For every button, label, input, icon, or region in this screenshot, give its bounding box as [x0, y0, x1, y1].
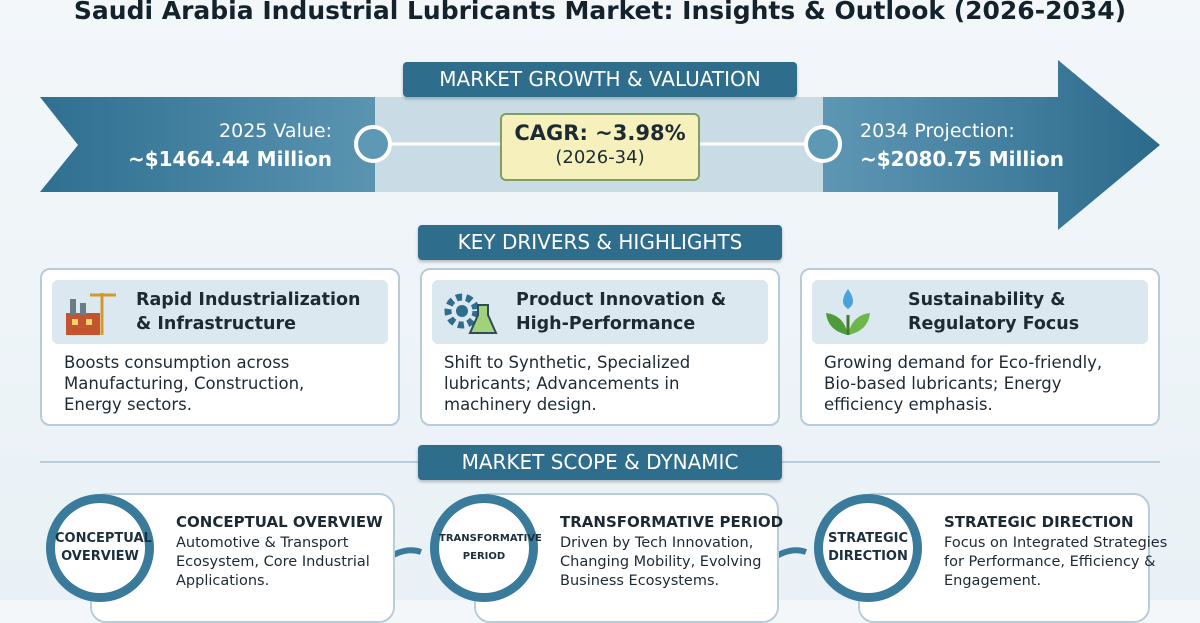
card-icon — [444, 293, 498, 334]
card-body: Growing demand for Eco-friendly, Bio-base… — [824, 352, 1102, 415]
card-text: Energy sectors. — [64, 395, 193, 414]
card-title-block: Product Innovation & High-Performance — [516, 288, 726, 336]
badge-text: CONCEPTUAL — [55, 531, 152, 546]
end-label: 2034 Projection: — [860, 120, 1015, 142]
card-header: Product Innovation & High-Performance — [432, 280, 768, 344]
page-title: Saudi Arabia Industrial Lubricants Marke… — [73, 0, 1127, 25]
arrow-tail — [40, 97, 375, 192]
scope-text-line: Ecosystem, Core Industrial — [176, 554, 370, 570]
badge-text: PERIOD — [462, 551, 506, 562]
badge-text: OVERVIEW — [61, 549, 139, 564]
scope-text: TRANSFORMATIVE PERIOD Driven by Tech Inno… — [560, 513, 783, 591]
card-text: Shift to Synthetic, Specialized — [444, 353, 691, 372]
card-title-block: Rapid Industrialization & Infrastructure — [136, 288, 360, 336]
badge-text: TRANSFORMATIVE — [439, 533, 542, 544]
section-heading: KEY DRIVERS & HIGHLIGHTS — [418, 225, 782, 260]
driver-card: Rapid Industrialization & Infrastructure B… — [40, 268, 400, 426]
scope-text-line: Changing Mobility, Evolving — [560, 554, 762, 570]
card-body: Shift to Synthetic, Specialized lubricant… — [444, 352, 690, 415]
card-title: Sustainability & — [908, 290, 1066, 310]
driver-card: Sustainability & Regulatory Focus Growing … — [800, 268, 1160, 426]
node — [804, 125, 842, 163]
card-text: Growing demand for Eco-friendly, — [824, 353, 1103, 372]
arrow-head — [823, 60, 1160, 230]
scope-text-line: Business Ecosystems. — [560, 573, 720, 589]
start-label: 2025 Value: — [219, 120, 332, 142]
scope-text: CONCEPTUAL OVERVIEW Automotive & Transpor… — [176, 513, 383, 591]
node — [354, 125, 392, 163]
cagr: CAGR: ~3.98% — [514, 121, 686, 145]
cagr-period: (2026-34) — [555, 147, 645, 168]
card-text: Manufacturing, Construction, — [64, 374, 305, 393]
card-text: Bio-based lubricants; Energy — [824, 374, 1062, 393]
scope-text-line: Focus on Integrated Strategies — [944, 535, 1168, 551]
scope-title: CONCEPTUAL OVERVIEW — [176, 513, 383, 531]
cagr-box: CAGR: ~3.98% (2026-34) — [500, 113, 700, 181]
card-icon — [826, 289, 870, 335]
card-title: & Infrastructure — [136, 314, 296, 334]
card-text: machinery design. — [444, 395, 597, 414]
card-header: Sustainability & Regulatory Focus — [812, 280, 1148, 344]
scope-text-line: Engagement. — [944, 573, 1042, 589]
scope-title: TRANSFORMATIVE PERIOD — [560, 513, 784, 531]
scope-text: STRATEGIC DIRECTION Focus on Integrated S… — [944, 513, 1167, 591]
driver-card: Product Innovation & High-Performance Shif… — [420, 268, 780, 426]
card-header: Rapid Industrialization & Infrastructure — [52, 280, 388, 344]
card-title: Regulatory Focus — [908, 314, 1080, 334]
card-title: Product Innovation & — [516, 290, 727, 310]
scope-title: STRATEGIC DIRECTION — [944, 513, 1134, 531]
card-title: High-Performance — [516, 314, 696, 334]
end-block: 2034 Projection: ~$2080.75 Million — [860, 117, 1064, 174]
badge-text: STRATEGIC — [827, 531, 909, 546]
start-value: ~$1464.44 Million — [127, 147, 332, 171]
badge-text: DIRECTION — [828, 549, 908, 564]
scope-text-line: Applications. — [176, 573, 270, 589]
end-value: ~$2080.75 Million — [860, 147, 1065, 171]
card-icon — [66, 293, 116, 335]
scope-text-line: Automotive & Transport — [176, 535, 349, 551]
card-text: Boosts consumption across — [64, 353, 290, 372]
card-body: Boosts consumption across Manufacturing, … — [64, 352, 304, 415]
scope-badge: TRANSFORMATIVE PERIOD — [430, 494, 542, 602]
card-title: Rapid Industrialization — [136, 290, 361, 310]
section-heading: MARKET GROWTH & VALUATION — [403, 62, 797, 97]
scope-text-line: Driven by Tech Innovation, — [560, 535, 754, 551]
section-heading: MARKET SCOPE & DYNAMIC — [418, 445, 782, 480]
scope-badge: STRATEGIC DIRECTION — [814, 494, 922, 602]
card-title-block: Sustainability & Regulatory Focus — [908, 288, 1079, 336]
start-block: 2025 Value: ~$1464.44 Million — [128, 117, 332, 174]
card-text: lubricants; Advancements in — [444, 374, 680, 393]
scope-badge: CONCEPTUAL OVERVIEW — [46, 494, 154, 602]
scope-text-line: for Performance, Efficiency & — [944, 554, 1156, 570]
card-text: efficiency emphasis. — [824, 395, 993, 414]
